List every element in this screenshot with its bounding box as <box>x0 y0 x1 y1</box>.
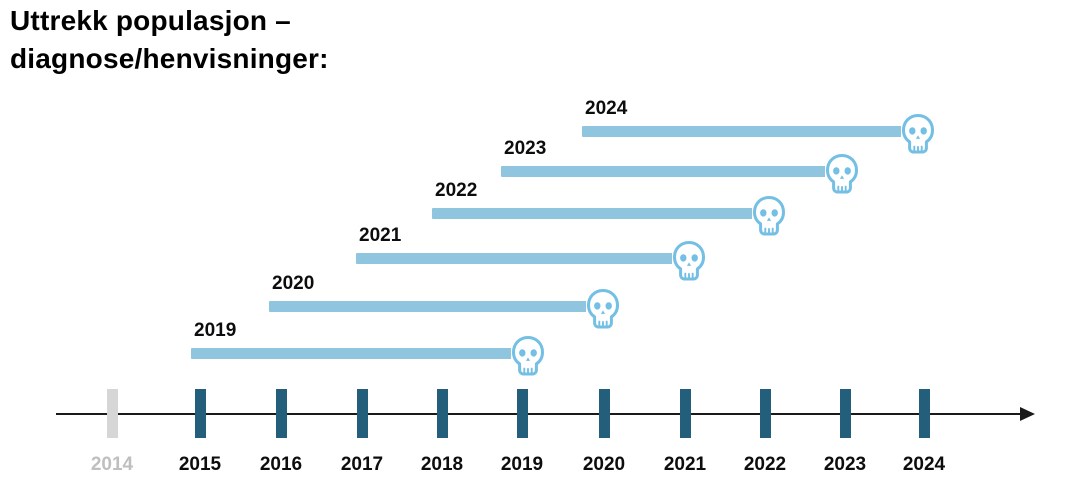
skull-icon <box>752 195 786 236</box>
timeline-bar <box>582 126 918 137</box>
timeline-bar <box>191 348 528 359</box>
bar-year-label: 2019 <box>194 320 237 341</box>
axis-tick-label: 2021 <box>663 454 707 475</box>
page-title-line1: Uttrekk populasjon – <box>10 5 291 36</box>
axis-tick-label: 2018 <box>420 454 464 475</box>
axis-tick <box>598 389 610 438</box>
bar-year-label: 2021 <box>359 225 402 246</box>
bar-year-label: 2020 <box>272 273 315 294</box>
bar-year-label: 2023 <box>504 138 547 159</box>
axis-tick <box>275 389 287 438</box>
axis-tick <box>356 389 368 438</box>
axis-tick-label: 2016 <box>259 454 303 475</box>
timeline-bar <box>432 208 769 219</box>
axis-tick <box>759 389 771 438</box>
skull-icon <box>672 240 706 281</box>
axis-tick <box>436 389 448 438</box>
axis-arrow-icon <box>1020 406 1035 421</box>
axis-tick <box>679 389 691 438</box>
axis-tick-label: 2022 <box>743 454 787 475</box>
axis-tick <box>194 389 206 438</box>
axis-line <box>56 413 1021 415</box>
axis-tick-label: 2020 <box>582 454 626 475</box>
axis-tick <box>516 389 528 438</box>
axis-tick <box>106 389 118 438</box>
axis-tick-label: 2019 <box>500 454 544 475</box>
axis-tick-label: 2014 <box>90 454 134 475</box>
axis-tick <box>839 389 851 438</box>
timeline-bar <box>269 301 603 312</box>
bar-year-label: 2024 <box>585 98 628 119</box>
axis-tick-label: 2017 <box>340 454 384 475</box>
axis-tick-label: 2015 <box>178 454 222 475</box>
page-title-line2: diagnose/henvisninger: <box>10 43 329 74</box>
skull-icon <box>825 153 859 194</box>
axis-tick-label: 2024 <box>902 454 946 475</box>
page-title: Uttrekk populasjon – diagnose/henvisning… <box>10 2 329 78</box>
skull-icon <box>511 335 545 376</box>
axis-tick-label: 2023 <box>823 454 867 475</box>
timeline-bar <box>356 253 689 264</box>
skull-icon <box>586 288 620 329</box>
axis-tick <box>918 389 930 438</box>
timeline-bar <box>501 166 842 177</box>
bar-year-label: 2022 <box>435 180 478 201</box>
skull-icon <box>901 113 935 154</box>
